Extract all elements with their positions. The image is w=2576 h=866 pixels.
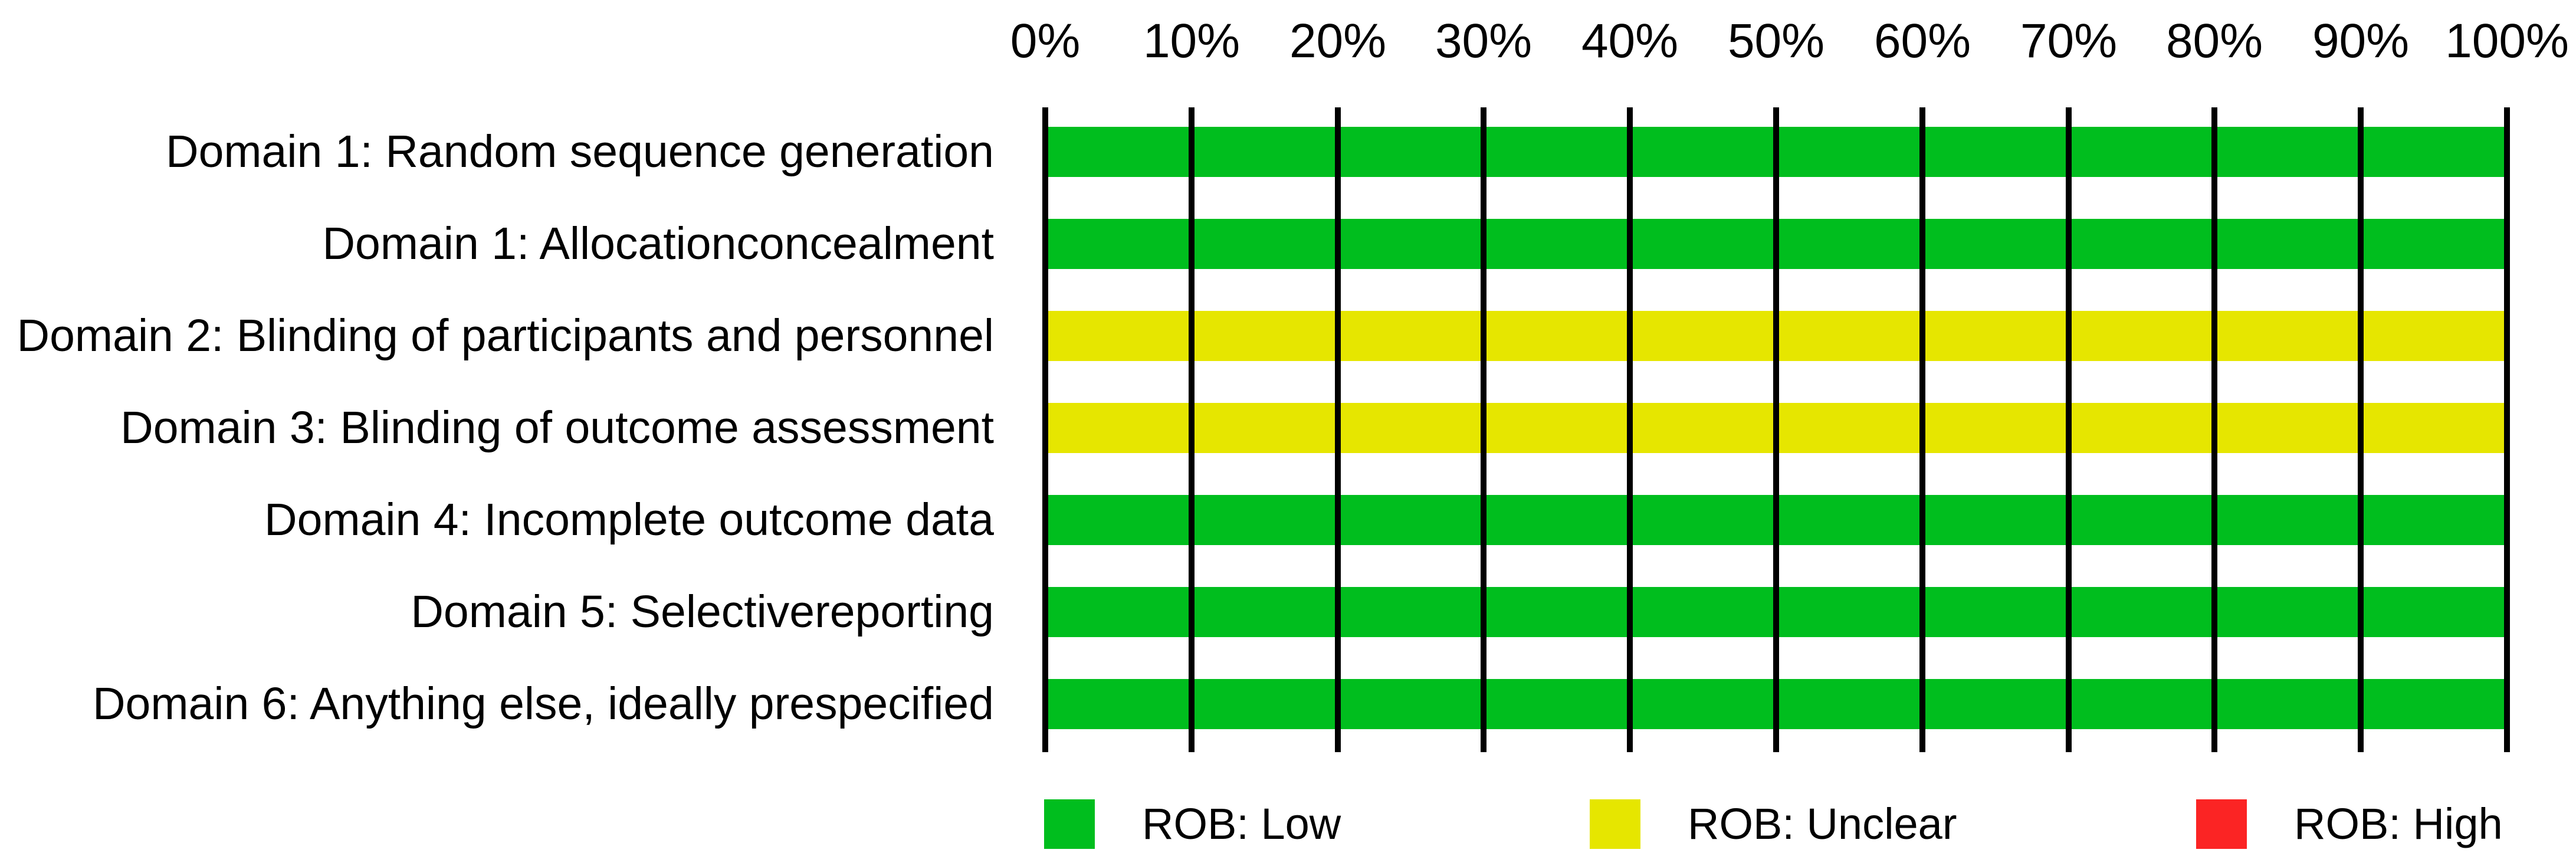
category-label: Domain 1: Random sequence generation — [165, 126, 994, 177]
gridline — [2066, 107, 2072, 752]
category-label: Domain 1: Allocationconcealment — [322, 218, 994, 269]
plot-area — [1042, 107, 2510, 752]
legend-entry-low: ROB: Low — [1044, 799, 1341, 849]
x-axis-tick-label: 20% — [1289, 14, 1387, 68]
x-axis-tick-label: 0% — [1010, 14, 1081, 68]
gridline — [1335, 107, 1341, 752]
gridline — [1481, 107, 1486, 752]
gridline — [2504, 107, 2510, 752]
x-axis-tick-label: 30% — [1435, 14, 1533, 68]
legend-label: ROB: High — [2294, 799, 2503, 848]
gridline — [1042, 107, 1048, 752]
x-axis-tick-label: 40% — [1581, 14, 1679, 68]
category-label: Domain 4: Incomplete outcome data — [264, 494, 994, 545]
legend-label: ROB: Unclear — [1688, 799, 1957, 848]
gridline — [2358, 107, 2364, 752]
category-label: Domain 2: Blinding of participants and p… — [17, 310, 994, 361]
x-axis-tick-label: 90% — [2312, 14, 2410, 68]
gridline — [1627, 107, 1633, 752]
x-axis-tick-label: 60% — [1873, 14, 1971, 68]
category-label: Domain 6: Anything else, ideally prespec… — [92, 678, 994, 729]
category-label: Domain 3: Blinding of outcome assessment — [120, 402, 994, 453]
x-axis-tick-label: 100% — [2445, 14, 2569, 68]
x-axis-tick-label: 50% — [1727, 14, 1825, 68]
legend-swatch-low — [1044, 799, 1095, 849]
gridline — [2211, 107, 2217, 752]
x-axis-tick-label: 70% — [2020, 14, 2118, 68]
gridline — [1919, 107, 1925, 752]
gridline — [1773, 107, 1779, 752]
legend-entry-high: ROB: High — [2196, 799, 2503, 849]
gridline — [1189, 107, 1195, 752]
x-axis-tick-label: 80% — [2165, 14, 2263, 68]
legend-label: ROB: Low — [1142, 799, 1341, 848]
legend-swatch-high — [2196, 799, 2247, 849]
legend-swatch-unclear — [1590, 799, 1640, 849]
legend-entry-unclear: ROB: Unclear — [1590, 799, 1957, 849]
x-axis-tick-label: 10% — [1143, 14, 1241, 68]
category-label: Domain 5: Selectivereporting — [411, 586, 994, 637]
